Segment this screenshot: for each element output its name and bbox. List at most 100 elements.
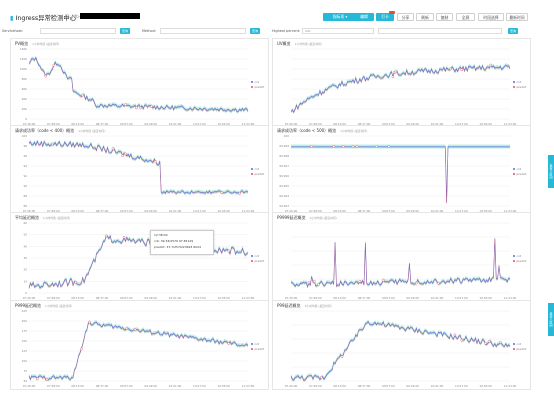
- metric-dropdown-button[interactable]: 指标项 ▾: [323, 12, 357, 21]
- y-tick-label: 100: [284, 134, 290, 138]
- anomaly-marker[interactable]: [394, 70, 397, 74]
- anomaly-marker[interactable]: [35, 377, 39, 381]
- anomaly-marker[interactable]: [44, 74, 47, 78]
- side-tab-lower[interactable]: 自定义区间: [548, 303, 554, 336]
- legend-predict-label[interactable]: predict: [255, 85, 266, 89]
- servicehost-input[interactable]: [40, 28, 116, 34]
- anomaly-marker[interactable]: [124, 103, 127, 106]
- anomaly-marker[interactable]: [375, 145, 378, 148]
- anomaly-marker[interactable]: [52, 64, 56, 67]
- method-query-button[interactable]: 查询: [250, 28, 260, 34]
- method-input[interactable]: [160, 28, 246, 34]
- anomaly-marker[interactable]: [227, 249, 231, 253]
- anomaly-marker[interactable]: [139, 106, 142, 110]
- anomaly-marker[interactable]: [124, 152, 127, 156]
- chart-plot[interactable]: 60 50 40 30 20 10 007:26:00 07:48:00 08:13:00 08:…: [11, 213, 270, 303]
- legend-actual-label[interactable]: cnt: [517, 167, 522, 171]
- chart-plot[interactable]: 100 99.999 99.998 99.997 99.996 99.995 99.994 9…: [273, 126, 532, 216]
- chart-plot[interactable]: 07:26:00 07:48:00 08:13:00 08:37:00 09:07:00…: [273, 213, 532, 303]
- fullscreen-button[interactable]: 全屏: [456, 12, 475, 21]
- url-query-button[interactable]: 查询: [508, 28, 518, 34]
- anomaly-marker[interactable]: [135, 106, 138, 110]
- anomaly-marker[interactable]: [125, 326, 129, 330]
- chart-plot[interactable]: 140K 120K 100K 80K 60K 40K 20K 007:26:00 07:48:0…: [11, 39, 270, 129]
- anomaly-marker[interactable]: [45, 377, 49, 381]
- anomaly-marker[interactable]: [238, 192, 242, 195]
- anomaly-marker[interactable]: [122, 235, 126, 239]
- copy-button[interactable]: 复制: [436, 12, 453, 21]
- y-tick-label: 99.996: [279, 174, 289, 178]
- checkin-button[interactable]: 打卡: [376, 10, 395, 21]
- time-range-button[interactable]: 时段选择: [478, 12, 504, 21]
- anomaly-marker[interactable]: [121, 154, 124, 158]
- anomaly-marker[interactable]: [460, 68, 464, 71]
- legend-predict-label[interactable]: predict: [517, 172, 528, 176]
- anomaly-marker[interactable]: [74, 280, 78, 284]
- anomaly-marker[interactable]: [111, 147, 115, 151]
- anomaly-marker[interactable]: [317, 283, 320, 286]
- legend-actual-label[interactable]: cnt: [255, 167, 260, 171]
- anomaly-marker[interactable]: [154, 160, 158, 163]
- chart-plot[interactable]: 07:26:00 07:48:00 08:13:00 08:37:00 09:07:00…: [273, 39, 532, 129]
- anomaly-marker[interactable]: [460, 338, 464, 342]
- anomaly-marker[interactable]: [150, 104, 153, 108]
- anomaly-marker[interactable]: [391, 75, 395, 79]
- legend-actual-label[interactable]: cnt: [517, 254, 522, 258]
- anomaly-marker[interactable]: [51, 142, 54, 146]
- legend-predict-label[interactable]: predict: [255, 347, 266, 351]
- anomaly-marker[interactable]: [227, 342, 231, 345]
- anomaly-marker[interactable]: [381, 278, 385, 282]
- anomaly-marker[interactable]: [133, 328, 137, 331]
- anomaly-marker[interactable]: [483, 342, 487, 345]
- servicehost-query-button[interactable]: 查询: [120, 28, 130, 34]
- side-tab-upper[interactable]: 自定义区间: [548, 155, 554, 188]
- anomaly-marker[interactable]: [340, 355, 344, 358]
- anomaly-marker[interactable]: [387, 145, 391, 148]
- anomaly-marker[interactable]: [415, 281, 418, 285]
- anomaly-marker[interactable]: [88, 320, 91, 324]
- chart-plot[interactable]: 07:26:00 07:48:00 08:13:00 08:37:00 09:07:00…: [273, 301, 532, 391]
- url-input[interactable]: [378, 28, 502, 34]
- anomaly-marker[interactable]: [355, 145, 359, 148]
- legend-predict-label[interactable]: predict: [255, 172, 266, 176]
- highest-percent-input[interactable]: URL: [302, 28, 374, 34]
- legend-predict-label[interactable]: predict: [517, 347, 528, 351]
- anomaly-marker[interactable]: [453, 333, 457, 337]
- x-tick-label: 09:07:00: [120, 384, 133, 388]
- edit-button[interactable]: 编辑: [354, 12, 374, 21]
- x-tick-label: 11:23:00: [504, 296, 517, 300]
- anomaly-marker[interactable]: [342, 145, 345, 148]
- anomaly-marker[interactable]: [488, 340, 491, 343]
- anomaly-marker[interactable]: [81, 93, 85, 97]
- legend-actual-label[interactable]: cnt: [255, 254, 260, 258]
- anomaly-marker[interactable]: [437, 282, 440, 285]
- refresh-button[interactable]: 刷新: [416, 12, 434, 21]
- share-button[interactable]: 分享: [397, 12, 414, 21]
- anomaly-marker[interactable]: [320, 376, 323, 379]
- anomaly-marker[interactable]: [489, 63, 493, 67]
- anomaly-marker[interactable]: [449, 67, 453, 71]
- latest-time-button[interactable]: 最新时间: [506, 12, 528, 21]
- legend-predict-label[interactable]: predict: [517, 259, 528, 263]
- legend-actual-label[interactable]: cnt: [255, 80, 260, 84]
- legend-actual-label[interactable]: cnt: [517, 342, 522, 346]
- anomaly-marker[interactable]: [351, 145, 355, 148]
- anomaly-marker[interactable]: [307, 281, 311, 284]
- y-tick-label: 175: [22, 329, 28, 333]
- x-tick-label: 09:29:00: [144, 209, 157, 213]
- legend-predict-label[interactable]: predict: [255, 259, 266, 263]
- anomaly-marker[interactable]: [313, 280, 316, 283]
- legend-actual-label[interactable]: cnt: [255, 342, 260, 346]
- anomaly-marker[interactable]: [332, 145, 335, 148]
- anomaly-marker[interactable]: [80, 347, 83, 351]
- anomaly-marker[interactable]: [310, 145, 313, 148]
- anomaly-marker[interactable]: [104, 234, 108, 238]
- anomaly-marker[interactable]: [499, 341, 502, 344]
- anomaly-marker[interactable]: [220, 191, 224, 194]
- legend-predict-label[interactable]: predict: [517, 85, 528, 89]
- legend-actual-label[interactable]: cnt: [517, 80, 522, 84]
- x-tick-label: 11:23:00: [504, 209, 517, 213]
- anomaly-marker[interactable]: [358, 279, 362, 283]
